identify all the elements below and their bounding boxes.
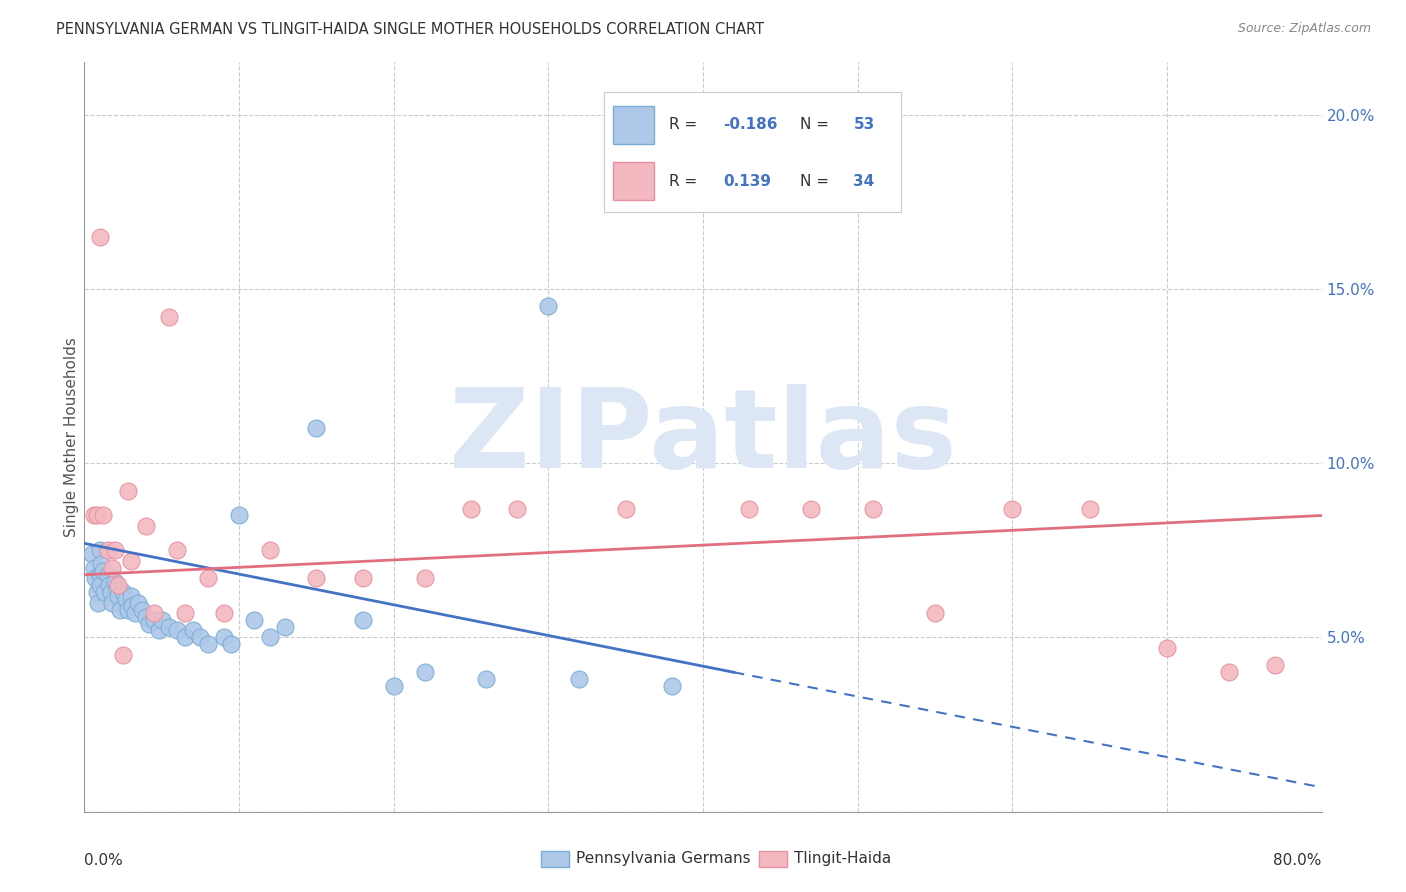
Point [100,585,122,599]
Point [91,508,114,523]
Point [104,543,127,558]
Point [219,637,242,651]
Point [138,616,160,631]
Point [89,567,111,582]
Point [104,574,127,589]
Point [108,602,131,616]
Point [107,589,129,603]
Point [738,501,761,516]
Point [89,578,111,592]
Point [87,596,110,610]
Point [93,585,115,599]
Point [537,299,560,313]
Point [112,648,135,662]
Point [197,637,219,651]
Point [181,624,204,638]
Point [117,484,139,499]
Point [723,118,745,132]
Point [86,585,108,599]
Point [82,547,104,561]
Point [413,665,436,680]
Point [84,571,107,585]
Point [862,501,884,516]
Point [112,585,135,599]
Text: ZIPatlas: ZIPatlas [449,384,957,491]
Point [91,564,114,578]
Text: Source: ZipAtlas.com: Source: ZipAtlas.com [1237,22,1371,36]
Point [305,571,328,585]
Point [460,501,482,516]
Point [1156,640,1178,655]
Point [86,508,108,523]
Point [352,613,374,627]
Point [101,561,124,575]
Point [90,558,112,572]
Point [259,631,281,645]
Point [131,602,153,616]
Point [98,578,121,592]
Point [105,582,128,596]
Point [96,543,118,558]
Point [259,543,281,558]
Point [159,620,180,634]
Point [924,606,946,620]
Point [107,578,129,592]
Text: 0.0%: 0.0% [84,853,124,868]
Point [475,673,498,687]
Point [174,606,197,620]
Point [83,508,105,523]
Point [1218,665,1240,680]
Point [800,501,823,516]
Point [117,602,139,616]
Point [382,679,405,693]
Text: PENNSYLVANIA GERMAN VS TLINGIT-HAIDA SINGLE MOTHER HOUSEHOLDS CORRELATION CHART: PENNSYLVANIA GERMAN VS TLINGIT-HAIDA SIN… [56,22,765,37]
Point [661,679,683,693]
Point [568,673,591,687]
Point [506,501,529,516]
Point [120,589,142,603]
Point [352,571,374,585]
Point [228,508,250,523]
Point [143,606,166,620]
Point [150,613,173,627]
Point [159,310,180,324]
Point [174,631,197,645]
Point [243,613,266,627]
Point [614,501,637,516]
Point [89,543,111,558]
Point [127,596,149,610]
Point [121,599,143,613]
Point [1264,658,1286,673]
Point [212,631,235,645]
Point [89,229,111,244]
Point [166,624,188,638]
Y-axis label: Single Mother Households: Single Mother Households [63,337,79,537]
Point [305,421,328,435]
Text: Tlingit-Haida: Tlingit-Haida [794,852,891,866]
Point [96,567,118,582]
Point [101,596,124,610]
Point [83,561,105,575]
Point [1078,501,1101,516]
Point [413,571,436,585]
Point [166,543,188,558]
Point [124,606,146,620]
Point [1001,501,1024,516]
Point [143,613,166,627]
Point [120,554,142,568]
Point [197,571,219,585]
Point [115,592,138,607]
Text: 80.0%: 80.0% [1274,853,1322,868]
Text: Pennsylvania Germans: Pennsylvania Germans [576,852,751,866]
Point [148,624,170,638]
Point [135,519,157,533]
Point [212,606,235,620]
Point [274,620,297,634]
Point [188,631,211,645]
Point [135,609,157,624]
